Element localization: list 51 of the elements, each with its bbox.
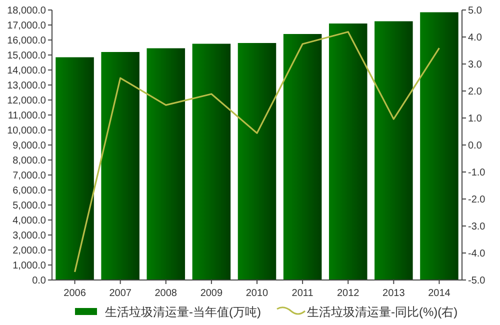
bar xyxy=(192,44,231,280)
line-series xyxy=(74,31,440,273)
y-tick-label: 13,000.0 xyxy=(7,80,46,92)
y2-tick-label: 5.0 xyxy=(468,6,482,16)
x-tick-label: 2012 xyxy=(336,288,360,299)
x-tick-label: 2010 xyxy=(246,288,269,299)
bar xyxy=(56,57,94,280)
y-tick-label: 16,000.0 xyxy=(7,36,46,46)
x-tick-label: 2006 xyxy=(64,288,86,299)
legend-label: 生活垃圾清运量-同比(%)(右) xyxy=(307,305,458,319)
y-tick-label: 6,000.0 xyxy=(12,186,46,196)
bar xyxy=(101,52,140,280)
y2-tick-label: 1.0 xyxy=(468,114,482,124)
y-tick-label: 11,000.0 xyxy=(8,110,46,122)
y-tick-label: 9,000.0 xyxy=(12,140,46,152)
y-tick-label: 7,000.0 xyxy=(12,170,46,182)
y2-tick-label: -3.0 xyxy=(468,222,486,232)
y2-tick-label: -2.0 xyxy=(468,194,486,206)
x-tick-label: 2014 xyxy=(428,288,451,299)
y-tick-label: 14,000.0 xyxy=(7,66,46,76)
y-tick-label: 5,000.0 xyxy=(12,200,46,212)
y-tick-label: 0.0 xyxy=(32,276,46,286)
x-tick-label: 2009 xyxy=(200,288,224,299)
x-tick-label: 2007 xyxy=(109,288,132,299)
y-tick-label: 17,000.0 xyxy=(7,20,46,32)
y-tick-label: 12,000.0 xyxy=(7,96,46,106)
legend-label: 生活垃圾清运量-当年值(万吨) xyxy=(105,305,261,319)
y-tick-label: 8,000.0 xyxy=(12,156,46,166)
y-tick-label: 15,000.0 xyxy=(7,50,46,62)
y-tick-label: 10,000.0 xyxy=(7,126,46,136)
bar xyxy=(146,48,186,280)
bar xyxy=(374,21,413,280)
x-tick-label: 2008 xyxy=(154,288,178,299)
bar xyxy=(283,34,322,280)
y2-tick-label: 3.0 xyxy=(468,60,482,70)
y-tick-label: 18,000.0 xyxy=(7,6,46,16)
y-tick-label: 3,000.0 xyxy=(12,230,46,242)
y2-tick-label: 0.0 xyxy=(468,140,482,152)
y2-tick-label: -4.0 xyxy=(468,248,486,260)
y2-tick-label: 4.0 xyxy=(468,32,482,44)
bar xyxy=(328,24,368,280)
y2-tick-label: -1.0 xyxy=(468,168,486,178)
bar xyxy=(238,43,276,280)
y2-tick-label: 2.0 xyxy=(468,86,482,98)
x-tick-label: 2011 xyxy=(292,288,314,299)
bar xyxy=(420,12,458,280)
y-tick-label: 2,000.0 xyxy=(12,246,46,256)
y-tick-label: 4,000.0 xyxy=(12,216,46,226)
y2-tick-label: -5.0 xyxy=(468,276,486,286)
x-tick-label: 2013 xyxy=(382,288,406,299)
y-tick-label: 1,000.0 xyxy=(12,260,46,272)
